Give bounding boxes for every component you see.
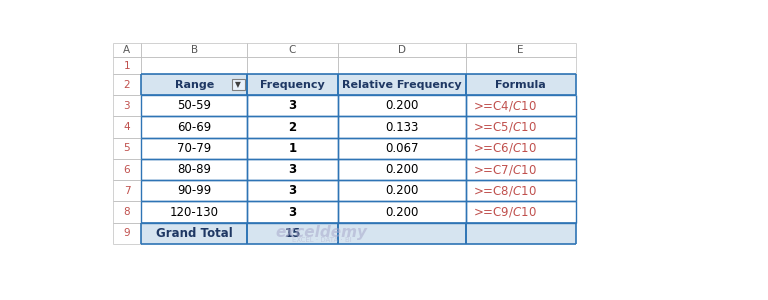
Text: exceldemy: exceldemy [276, 225, 368, 240]
Text: 3: 3 [288, 206, 296, 218]
Text: >=C8/$C$10: >=C8/$C$10 [473, 184, 536, 198]
Bar [113, 74, 141, 95]
Text: 2: 2 [288, 121, 296, 134]
Bar [247, 201, 338, 223]
Text: Grand Total: Grand Total [156, 227, 233, 240]
Text: 0.200: 0.200 [385, 206, 419, 218]
Text: >=C5/$C$10: >=C5/$C$10 [473, 120, 536, 134]
Text: E: E [518, 45, 524, 55]
Text: ▼: ▼ [235, 80, 241, 89]
Text: EXCEL · DATA · BI: EXCEL · DATA · BI [292, 237, 352, 243]
Bar [113, 95, 141, 116]
Bar [247, 138, 338, 159]
Bar [113, 138, 141, 159]
Text: 4: 4 [124, 122, 131, 132]
Text: 2: 2 [124, 80, 131, 89]
Text: >=C7/$C$10: >=C7/$C$10 [473, 163, 536, 176]
Bar [465, 201, 576, 223]
Text: 80-89: 80-89 [177, 163, 211, 176]
Bar [465, 159, 576, 180]
Text: C: C [289, 45, 296, 55]
Bar [141, 180, 247, 201]
Bar [338, 159, 465, 180]
Bar [465, 138, 576, 159]
Text: 50-59: 50-59 [177, 99, 211, 112]
Bar [338, 95, 465, 116]
Bar [338, 180, 465, 201]
Text: 120-130: 120-130 [170, 206, 219, 218]
Bar [141, 43, 247, 57]
Text: 0.200: 0.200 [385, 99, 419, 112]
Text: 15: 15 [284, 227, 300, 240]
Bar [141, 116, 247, 138]
Bar [465, 74, 576, 95]
Bar [465, 180, 576, 201]
Bar [247, 180, 338, 201]
Text: 60-69: 60-69 [177, 121, 211, 134]
Text: 3: 3 [288, 184, 296, 197]
Text: >=C9/$C$10: >=C9/$C$10 [473, 205, 536, 219]
Bar [141, 95, 247, 116]
Bar [113, 223, 141, 244]
Text: 0.067: 0.067 [385, 142, 419, 155]
Bar [338, 201, 465, 223]
Bar [247, 57, 338, 74]
Text: 6: 6 [124, 164, 131, 175]
Text: >=C4/$C$10: >=C4/$C$10 [473, 99, 536, 113]
Bar [247, 223, 338, 244]
Bar [247, 74, 338, 95]
Text: 1: 1 [124, 61, 131, 70]
Bar [113, 159, 141, 180]
Bar [247, 95, 338, 116]
Text: 5: 5 [124, 143, 131, 153]
Bar [141, 201, 247, 223]
Text: 0.133: 0.133 [385, 121, 419, 134]
Bar [113, 43, 141, 57]
Text: 3: 3 [288, 99, 296, 112]
Bar [113, 116, 141, 138]
Bar [247, 116, 338, 138]
Bar [113, 57, 141, 74]
Bar [113, 201, 141, 223]
Bar [338, 74, 465, 95]
Text: 3: 3 [288, 163, 296, 176]
Bar [247, 43, 338, 57]
Bar [141, 138, 247, 159]
Text: A: A [124, 45, 131, 55]
Bar [465, 95, 576, 116]
Bar [338, 138, 465, 159]
Text: 8: 8 [124, 207, 131, 217]
Text: 7: 7 [124, 186, 131, 196]
Bar [141, 223, 247, 244]
Bar [465, 223, 576, 244]
Text: 3: 3 [124, 101, 131, 111]
Bar [113, 180, 141, 201]
Text: 90-99: 90-99 [177, 184, 211, 197]
Text: 0.200: 0.200 [385, 163, 419, 176]
Text: Range: Range [174, 80, 214, 89]
Bar [465, 116, 576, 138]
Text: 9: 9 [124, 228, 131, 238]
Bar [141, 57, 247, 74]
Text: D: D [398, 45, 406, 55]
Bar [338, 116, 465, 138]
Text: B: B [190, 45, 198, 55]
Text: Formula: Formula [495, 80, 546, 89]
Text: 0.200: 0.200 [385, 184, 419, 197]
Text: >=C6/$C$10: >=C6/$C$10 [473, 141, 536, 155]
Bar [465, 57, 576, 74]
Bar [338, 43, 465, 57]
Bar [338, 57, 465, 74]
Text: 70-79: 70-79 [177, 142, 211, 155]
Text: 1: 1 [288, 142, 296, 155]
Bar [247, 159, 338, 180]
Text: Relative Frequency: Relative Frequency [342, 80, 462, 89]
Bar [465, 43, 576, 57]
Bar [141, 74, 247, 95]
Bar [338, 223, 465, 244]
Bar [232, 79, 245, 90]
Text: Frequency: Frequency [260, 80, 325, 89]
Bar [141, 159, 247, 180]
